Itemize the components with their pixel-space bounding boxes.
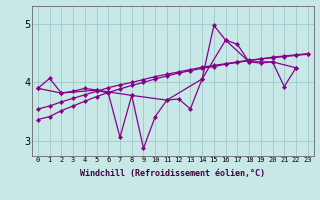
- X-axis label: Windchill (Refroidissement éolien,°C): Windchill (Refroidissement éolien,°C): [80, 169, 265, 178]
